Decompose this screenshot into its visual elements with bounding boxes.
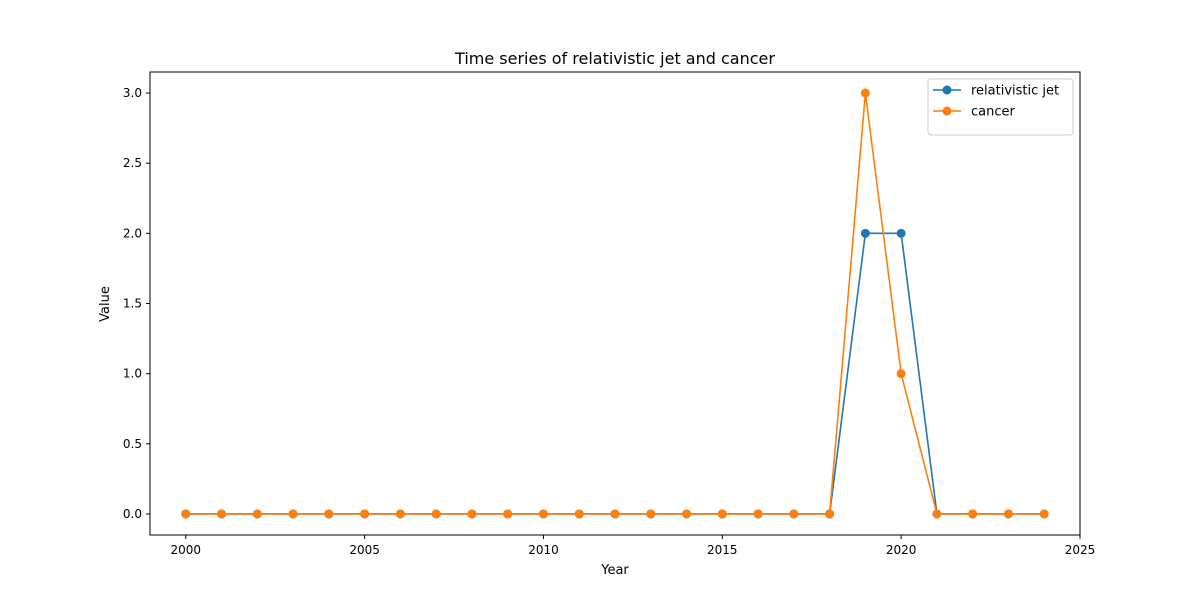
data-point [252,509,262,519]
legend-label: cancer [971,105,1015,120]
data-point [574,509,584,519]
series-line [185,92,1045,515]
legend-marker [942,106,952,116]
x-tick-label: 2015 [707,543,738,557]
y-tick-label: 0.5 [123,437,142,451]
data-point [896,369,906,379]
x-axis-label: Year [600,563,629,578]
axis-ticks: 2000 2005 2010 2015 2020 2025 0.0 0.5 1.0 1.5 2.0 2… [123,86,1095,557]
x-tick-label: 2005 [349,543,380,557]
series-relativistic-jet [181,228,1049,519]
data-point [789,509,799,519]
data-point [324,509,334,519]
data-point [896,228,906,238]
y-tick-label: 0.0 [123,507,142,521]
y-tick-label: 1.0 [123,367,142,381]
legend-label: relativistic jet [971,84,1059,99]
data-point [360,509,370,519]
x-tick-label: 2020 [886,543,917,557]
data-point [860,88,870,98]
data-point [467,509,477,519]
series-line [185,232,1045,515]
data-point [538,509,548,519]
data-point [395,509,405,519]
data-point [682,509,692,519]
data-point [288,509,298,519]
y-tick-label: 3.0 [123,86,142,100]
x-tick-label: 2010 [528,543,559,557]
y-axis-label: Value [98,286,113,322]
data-point [753,509,763,519]
data-point [825,509,835,519]
data-point [1039,509,1049,519]
legend-marker [942,85,952,95]
data-point [860,228,870,238]
y-tick-label: 2.5 [123,156,142,170]
plot-series [181,88,1049,519]
data-point [217,509,227,519]
data-point [932,509,942,519]
y-tick-label: 2.0 [123,226,142,240]
legend: relativistic jet cancer [927,78,1074,136]
data-point [181,509,191,519]
data-point [646,509,656,519]
data-point [610,509,620,519]
series-cancer [181,88,1049,519]
x-tick-label: 2025 [1065,543,1096,557]
y-tick-label: 1.5 [123,297,142,311]
data-point [968,509,978,519]
data-point [1003,509,1013,519]
plot-area-frame [149,71,1081,536]
x-tick-label: 2000 [170,543,201,557]
data-point [503,509,513,519]
chart-title: Time series of relativistic jet and canc… [454,49,775,68]
legend-box [927,78,1074,136]
data-point [717,509,727,519]
data-point [431,509,441,519]
